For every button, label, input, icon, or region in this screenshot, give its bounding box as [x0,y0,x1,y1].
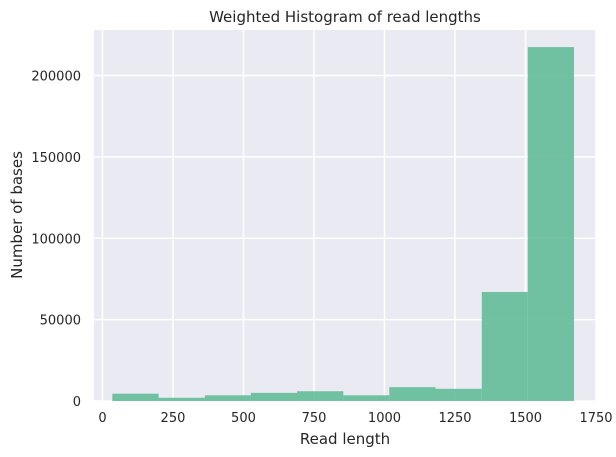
histogram-bar [527,47,575,402]
y-tick-label: 200000 [31,70,81,85]
x-tick-label: 0 [98,411,106,426]
histogram-bar [435,388,482,401]
histogram-bar [204,395,251,401]
y-tick-labels: 0 50000 100000 150000 200000 [31,70,81,410]
x-tick-label: 1250 [438,411,471,426]
x-tick-label: 750 [302,411,327,426]
x-axis-label: Read length [300,430,390,448]
histogram-bar [297,391,344,401]
x-tick-label: 1750 [579,411,612,426]
x-tick-label: 500 [231,411,256,426]
x-tick-labels: 0 250 500 750 1000 1250 1500 1750 [98,411,612,426]
histogram-bar [389,387,436,401]
histogram-bar [343,395,390,401]
histogram-bar [158,397,205,401]
x-tick-label: 250 [161,411,186,426]
y-tick-label: 50000 [40,314,81,329]
y-tick-label: 100000 [31,232,81,247]
chart-title: Weighted Histogram of read lengths [209,8,481,26]
histogram-bar [481,291,528,401]
y-axis-label: Number of bases [8,151,26,279]
y-tick-label: 150000 [31,151,81,166]
x-tick-label: 1500 [509,411,542,426]
bars [112,47,575,402]
y-tick-label: 0 [73,395,81,410]
histogram-bar [250,392,298,401]
histogram-bar [112,393,159,401]
x-tick-label: 1000 [368,411,401,426]
